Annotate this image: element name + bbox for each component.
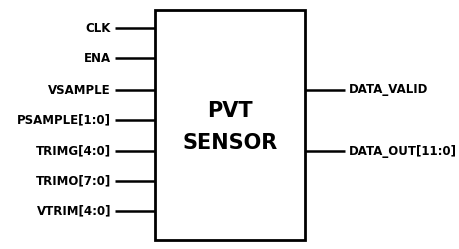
Text: SENSOR: SENSOR [182, 133, 277, 153]
Text: PSAMPLE[1:0]: PSAMPLE[1:0] [17, 114, 111, 126]
Text: CLK: CLK [85, 21, 111, 35]
Text: ENA: ENA [84, 52, 111, 64]
Text: VSAMPLE: VSAMPLE [48, 83, 111, 97]
Text: VTRIM[4:0]: VTRIM[4:0] [36, 204, 111, 217]
Text: PVT: PVT [207, 101, 252, 121]
Text: DATA_OUT[11:0]: DATA_OUT[11:0] [348, 144, 456, 158]
Bar [155, 10, 304, 240]
Text: TRIMG[4:0]: TRIMG[4:0] [36, 144, 111, 158]
Text: TRIMO[7:0]: TRIMO[7:0] [36, 175, 111, 187]
Text: DATA_VALID: DATA_VALID [348, 83, 427, 97]
